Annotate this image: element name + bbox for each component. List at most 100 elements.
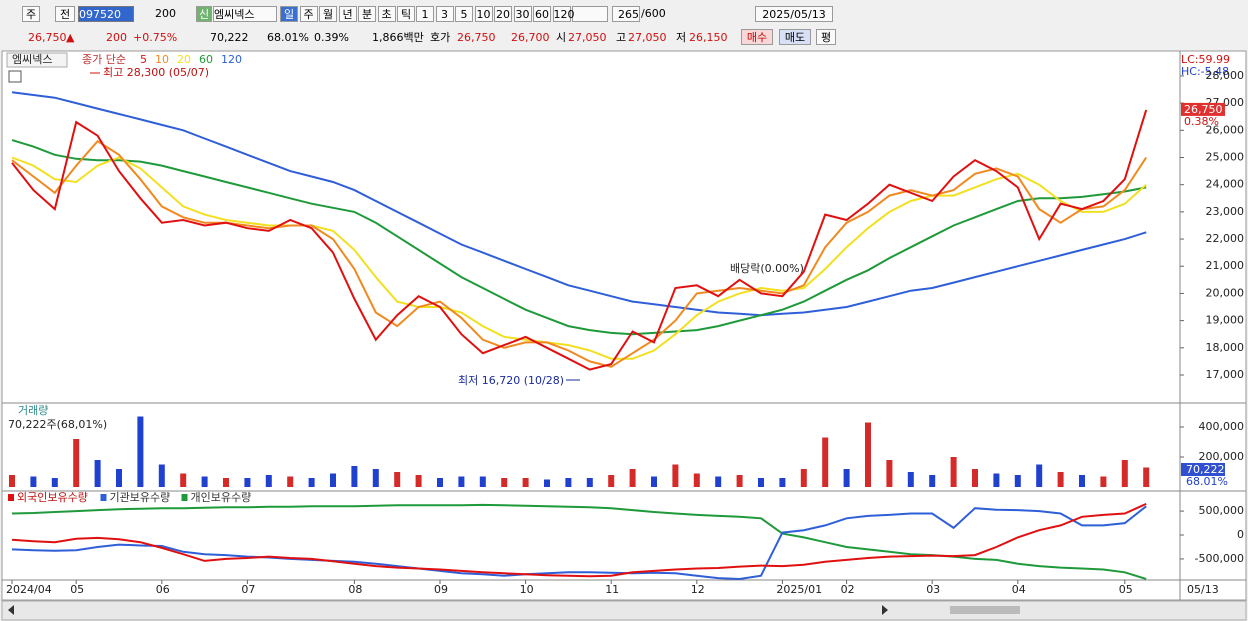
volume-bar xyxy=(501,478,508,487)
count[interactable]: 265 xyxy=(612,6,640,22)
buy-button[interactable]: 매수 xyxy=(741,29,773,45)
toolbar-button[interactable]: 5 xyxy=(455,6,473,22)
toolbar-button[interactable]: 3 xyxy=(435,6,454,22)
volume-bar xyxy=(715,476,722,487)
toolbar-button[interactable]: 10 xyxy=(474,6,493,22)
grid-icon[interactable] xyxy=(8,70,22,83)
y-tick-label: 21,000 xyxy=(1206,259,1245,272)
scroll-thumb[interactable] xyxy=(950,606,1020,614)
toolbar-button[interactable]: 30 xyxy=(513,6,532,22)
qty[interactable]: 200 xyxy=(155,7,176,20)
toolbar-button[interactable]: 분 xyxy=(358,6,376,22)
y-tick-label: 500,000 xyxy=(1199,504,1245,517)
series-line xyxy=(11,156,1147,360)
change: 200 xyxy=(106,31,127,44)
date-input[interactable]: 2025/05/13 xyxy=(755,6,833,22)
series-line xyxy=(11,505,1147,581)
y-tick-label: 26,000 xyxy=(1206,123,1245,136)
y-tick-label: -500,000 xyxy=(1195,552,1244,565)
toolbar-button[interactable]: 월 xyxy=(319,6,337,22)
eval-button[interactable]: 평 xyxy=(816,29,836,45)
volume-bar xyxy=(223,478,229,487)
series-line xyxy=(11,139,1147,336)
turnover: 0.39% xyxy=(314,31,349,44)
x-tick-label: 04 xyxy=(1012,583,1026,596)
volume-bar xyxy=(437,478,443,487)
toolbar-button[interactable]: 초 xyxy=(377,6,396,22)
scrollbar[interactable] xyxy=(1,600,1247,621)
price-marker xyxy=(1181,102,1225,116)
legend-entry: 기관보유수량 xyxy=(110,491,171,504)
badge: 신 xyxy=(196,6,212,22)
x-tick-label: 03 xyxy=(926,583,940,596)
high-label: 고 xyxy=(616,31,627,44)
toolbar-button[interactable]: 년 xyxy=(338,6,357,22)
volume-bar xyxy=(308,478,315,487)
scroll-right[interactable] xyxy=(882,605,888,615)
toolbar-button[interactable]: 일 xyxy=(280,6,298,22)
volume-bar xyxy=(843,469,850,487)
x-tick-label: 2024/04 xyxy=(6,583,52,596)
cursor-date: 05/13 xyxy=(1187,583,1219,596)
series-line xyxy=(11,503,1147,580)
volume-bar xyxy=(265,475,272,487)
volume-bar xyxy=(565,478,572,487)
y-tick-label: 19,000 xyxy=(1206,314,1245,327)
volume-bar xyxy=(822,437,829,487)
volume-title: 거래량 xyxy=(18,404,48,417)
amount: 1,866백만 xyxy=(372,31,424,44)
annotation: 최저 16,720 (10/28) xyxy=(458,374,564,387)
toolbar-button[interactable]: 20 xyxy=(494,6,512,22)
arrow: ▲ xyxy=(66,31,75,44)
toolbar-button[interactable]: 주 xyxy=(299,6,318,22)
x-tick-label: 02 xyxy=(841,583,855,596)
y-tick-label: 18,000 xyxy=(1206,341,1245,354)
y-tick-label: 25,000 xyxy=(1206,150,1245,163)
legend-title: 종가 단순 xyxy=(82,53,126,66)
chart-title: 엠씨넥스 xyxy=(12,53,52,66)
volume-bar xyxy=(51,478,58,487)
stock-name[interactable]: 엠씨넥스 xyxy=(213,6,277,22)
volume-bar xyxy=(458,476,465,487)
volume-bar xyxy=(1057,472,1064,487)
legend-entry: 60 xyxy=(199,53,213,66)
open-label: 시 xyxy=(556,31,567,44)
sell-button[interactable]: 매도 xyxy=(779,29,811,45)
volume-bar xyxy=(287,476,294,487)
prev-button[interactable]: 전 xyxy=(55,6,75,22)
y-tick-label: 28,000 xyxy=(1206,69,1245,82)
volume-bar xyxy=(950,457,957,487)
volume-ratio: 68.01% xyxy=(267,31,309,44)
volume-bar xyxy=(672,464,679,487)
volume-bar xyxy=(993,473,1000,487)
volume-bar xyxy=(372,469,379,487)
volume-bar xyxy=(586,478,593,487)
volume-bar xyxy=(394,472,401,487)
volume-bar xyxy=(244,478,251,487)
scroll-left[interactable] xyxy=(8,605,14,615)
volume-bar xyxy=(544,479,550,487)
series-line xyxy=(11,91,1147,317)
x-tick-label: 11 xyxy=(605,583,619,596)
volume-bar xyxy=(73,439,80,487)
x-tick-label: 05 xyxy=(1119,583,1133,596)
toolbar-button[interactable]: 1 xyxy=(416,6,434,22)
legend-entry: 10 xyxy=(155,53,169,66)
toolbar-button[interactable]: 120 xyxy=(552,6,575,22)
period-button[interactable]: 주 xyxy=(22,6,40,22)
volume-bar xyxy=(30,476,37,487)
volume-bar xyxy=(1121,460,1128,487)
volume-bar xyxy=(415,475,422,487)
x-tick-label: 05 xyxy=(70,583,84,596)
toolbar-button[interactable]: 틱 xyxy=(397,6,415,22)
volume-bar xyxy=(330,473,336,487)
toolbar-button[interactable]: 60 xyxy=(533,6,551,22)
volume-bar xyxy=(972,469,978,487)
volume-bar xyxy=(1079,475,1085,487)
code-input[interactable]: 097520 xyxy=(78,6,134,22)
dropdown[interactable] xyxy=(572,6,608,22)
volume-bar xyxy=(351,466,358,487)
annotation: 최고 28,300 (05/07) xyxy=(103,66,209,79)
lc-label: LC:59.99 xyxy=(1181,53,1230,66)
